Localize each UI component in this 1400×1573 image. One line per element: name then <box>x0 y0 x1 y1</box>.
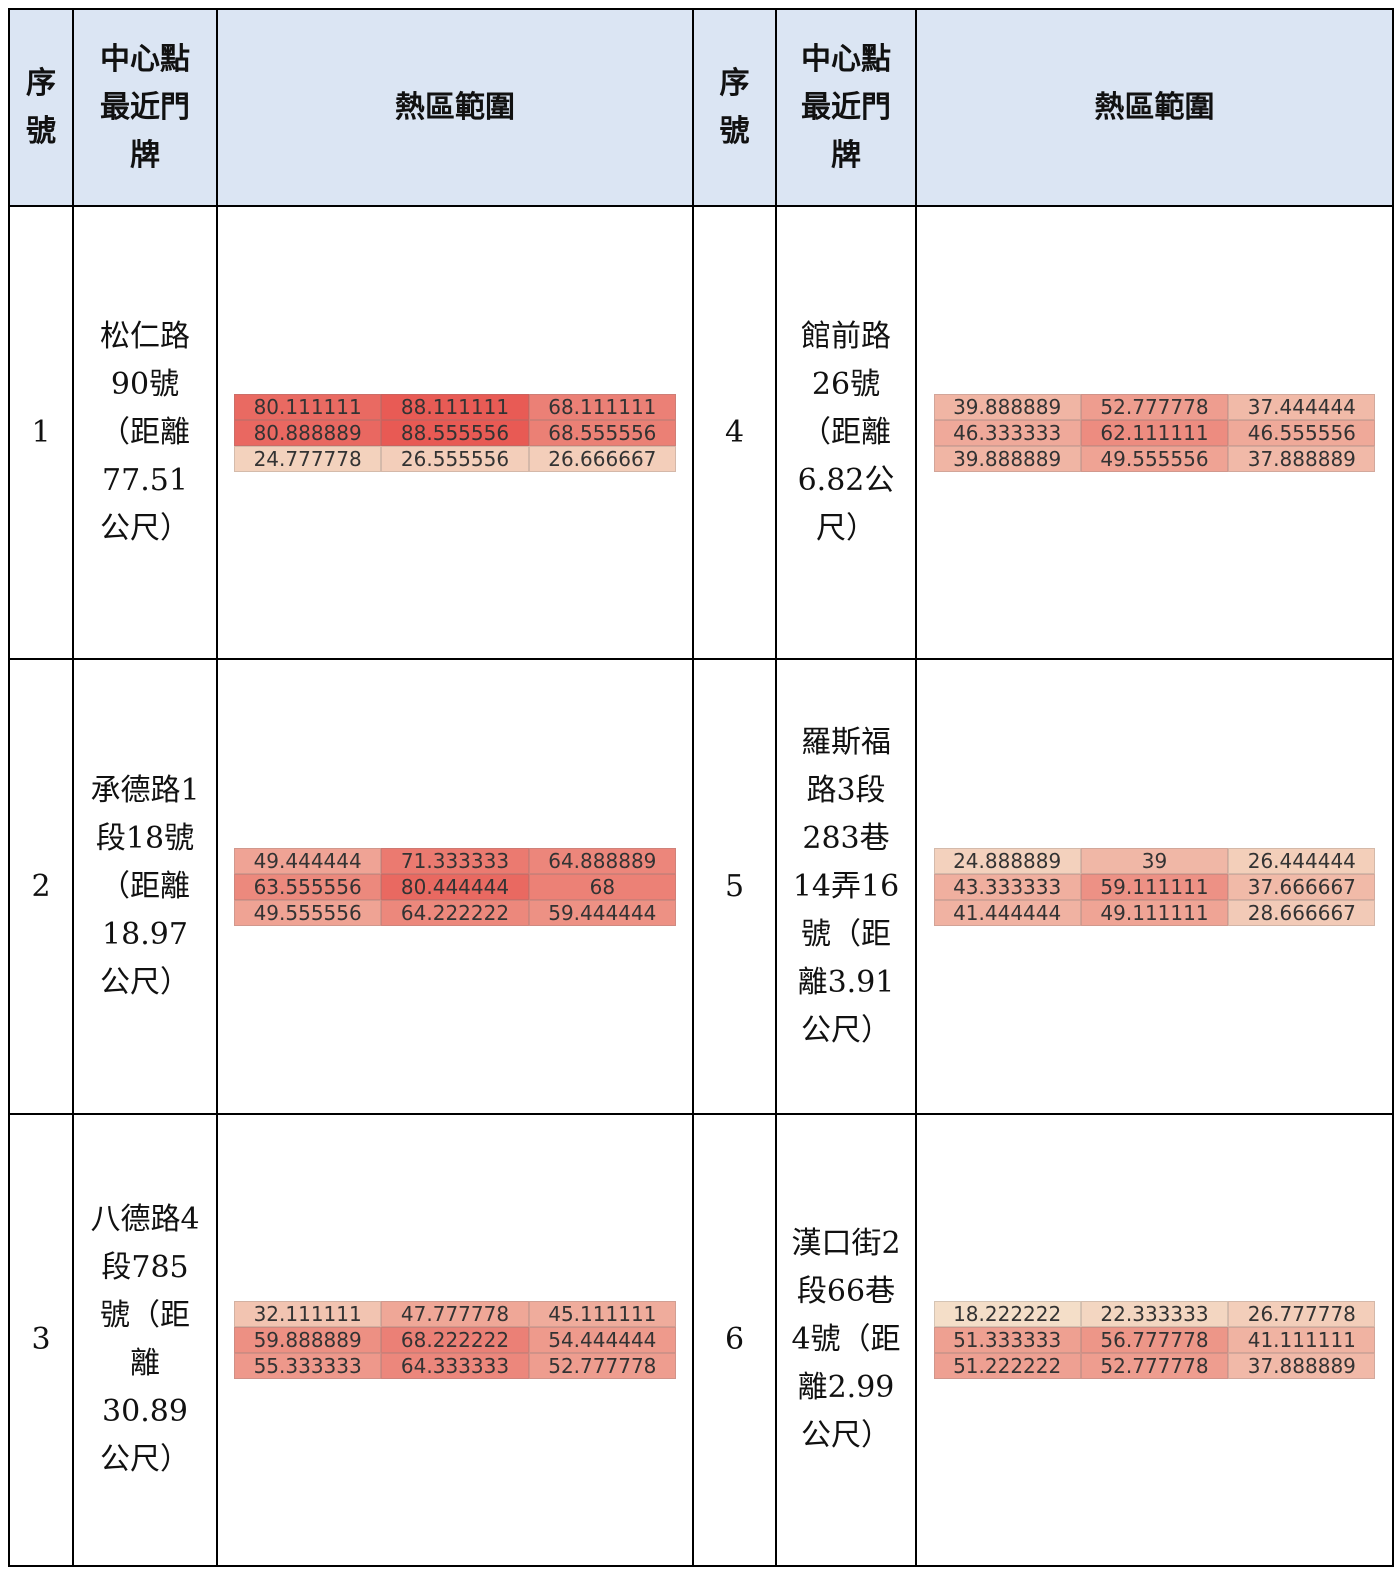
heat-value: 24.888889 <box>934 848 1081 874</box>
entry-index: 2 <box>9 659 73 1114</box>
heat-value: 64.333333 <box>381 1353 528 1379</box>
entry-address: 漢口街2段66巷4號（距離2.99公尺） <box>776 1114 916 1566</box>
heat-value: 37.444444 <box>1228 394 1375 420</box>
heat-value: 26.555556 <box>381 446 528 472</box>
header-cell: 中心點最近門牌 <box>776 9 916 206</box>
heat-value: 39 <box>1081 848 1228 874</box>
heat-value: 68.222222 <box>381 1327 528 1353</box>
heat-value: 32.111111 <box>234 1301 381 1327</box>
heat-value: 55.333333 <box>234 1353 381 1379</box>
heat-value: 64.222222 <box>381 900 528 926</box>
entry-index: 3 <box>9 1114 73 1566</box>
heat-value: 51.222222 <box>934 1353 1081 1379</box>
heat-value: 49.444444 <box>234 848 381 874</box>
heat-value: 22.333333 <box>1081 1301 1228 1327</box>
entry-address: 八德路4段785號（距離30.89公尺） <box>73 1114 217 1566</box>
heat-value: 80.111111 <box>234 394 381 420</box>
entry-index: 4 <box>693 206 776 659</box>
heat-value: 56.777778 <box>1081 1327 1228 1353</box>
heat-value: 88.555556 <box>381 420 528 446</box>
heat-value: 59.444444 <box>529 900 676 926</box>
heat-value: 37.888889 <box>1228 1353 1375 1379</box>
heat-value: 26.666667 <box>529 446 676 472</box>
heat-value: 43.333333 <box>934 874 1081 900</box>
heat-value: 41.444444 <box>934 900 1081 926</box>
heat-value: 46.333333 <box>934 420 1081 446</box>
heat-value: 88.111111 <box>381 394 528 420</box>
entry-address: 承德路1段18號（距離18.97公尺） <box>73 659 217 1114</box>
heat-value: 26.777778 <box>1228 1301 1375 1327</box>
heat-value: 24.777778 <box>234 446 381 472</box>
heat-value: 80.888889 <box>234 420 381 446</box>
heat-value: 52.777778 <box>1081 394 1228 420</box>
header-cell: 熱區範圍 <box>217 9 693 206</box>
heat-value: 45.111111 <box>529 1301 676 1327</box>
header-cell: 中心點最近門牌 <box>73 9 217 206</box>
entry-index: 5 <box>693 659 776 1114</box>
heat-value: 37.666667 <box>1228 874 1375 900</box>
header-cell: 序號 <box>693 9 776 206</box>
heat-value: 68.555556 <box>529 420 676 446</box>
entry-address: 館前路26號（距離6.82公尺） <box>776 206 916 659</box>
heat-value: 47.777778 <box>381 1301 528 1327</box>
heat-value: 68.111111 <box>529 394 676 420</box>
heat-value: 51.333333 <box>934 1327 1081 1353</box>
heat-value: 64.888889 <box>529 848 676 874</box>
heat-value: 26.444444 <box>1228 848 1375 874</box>
entry-address: 松仁路90號（距離77.51公尺） <box>73 206 217 659</box>
heat-value: 71.333333 <box>381 848 528 874</box>
header-cell: 序號 <box>9 9 73 206</box>
heat-value: 41.111111 <box>1228 1327 1375 1353</box>
heat-value: 80.444444 <box>381 874 528 900</box>
heat-value: 37.888889 <box>1228 446 1375 472</box>
heat-value: 46.555556 <box>1228 420 1375 446</box>
heat-value: 54.444444 <box>529 1327 676 1353</box>
heat-value: 59.888889 <box>234 1327 381 1353</box>
heat-value: 52.777778 <box>1081 1353 1228 1379</box>
heat-value: 39.888889 <box>934 446 1081 472</box>
heat-value: 68 <box>529 874 676 900</box>
heat-value: 49.555556 <box>1081 446 1228 472</box>
heat-value: 52.777778 <box>529 1353 676 1379</box>
entry-address: 羅斯福路3段283巷14弄16號（距離3.91公尺） <box>776 659 916 1114</box>
heat-value: 63.555556 <box>234 874 381 900</box>
header-cell: 熱區範圍 <box>916 9 1393 206</box>
heat-value: 49.555556 <box>234 900 381 926</box>
heat-value: 62.111111 <box>1081 420 1228 446</box>
heat-value: 18.222222 <box>934 1301 1081 1327</box>
entry-index: 1 <box>9 206 73 659</box>
entry-index: 6 <box>693 1114 776 1566</box>
heat-value: 39.888889 <box>934 394 1081 420</box>
heat-value: 59.111111 <box>1081 874 1228 900</box>
heat-value: 49.111111 <box>1081 900 1228 926</box>
heat-value: 28.666667 <box>1228 900 1375 926</box>
header-row: 序號 中心點最近門牌 熱區範圍 序號 中心點最近門牌 熱區範圍 <box>9 9 1393 206</box>
